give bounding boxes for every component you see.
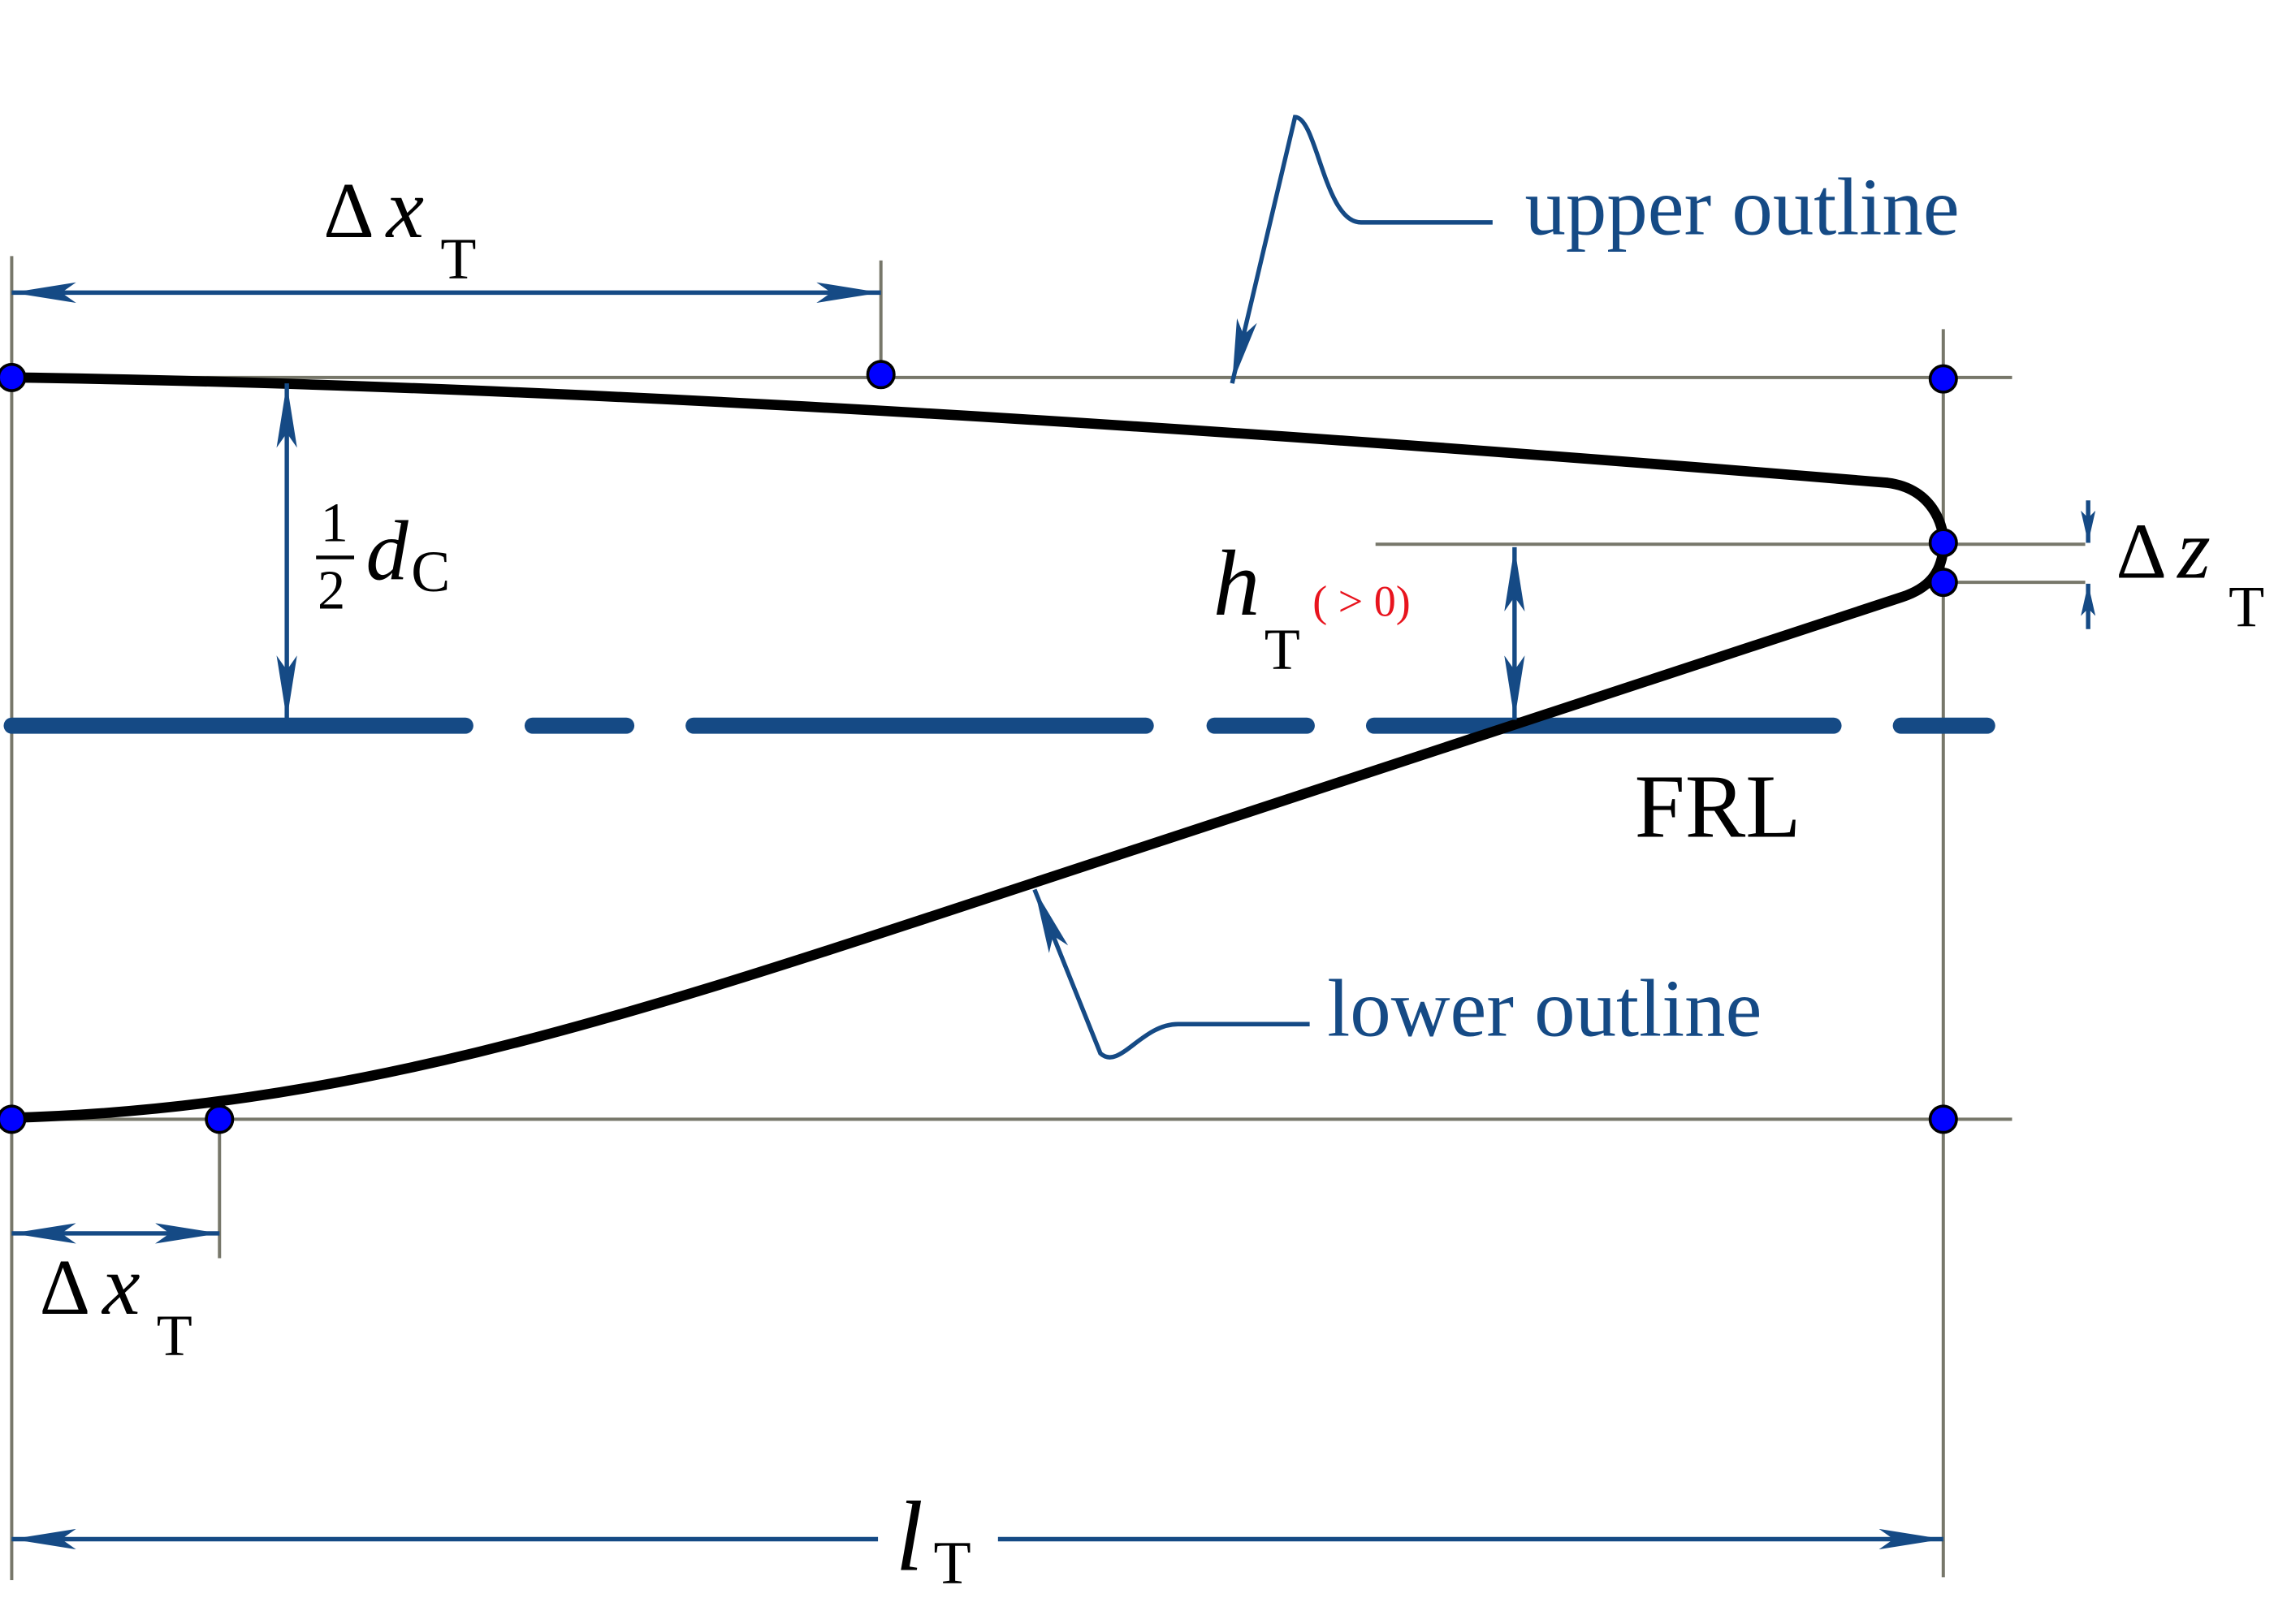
- point-lower-start: [0, 1104, 27, 1134]
- half-dc-sub: C: [411, 539, 450, 604]
- dz-sub: T: [2229, 574, 2264, 639]
- dz-delta: Δ: [2116, 508, 2167, 596]
- point-upper-dx: [866, 360, 896, 390]
- point-tip-upper: [1928, 528, 1958, 558]
- upper-outline-leader: [1230, 114, 1493, 384]
- half-dc-denominator: 2: [318, 559, 345, 621]
- lower-outline-label: lower outline: [1327, 963, 1762, 1054]
- label-dx-top: Δ x T: [323, 162, 476, 291]
- point-tip-lower: [1928, 568, 1958, 598]
- dx-bottom-sub: T: [157, 1302, 192, 1367]
- label-lt: l T: [896, 1481, 971, 1596]
- ht-var: h: [1213, 531, 1260, 635]
- ht-condition-note: ( > 0): [1312, 577, 1411, 626]
- lower-outline-leader: [1032, 888, 1310, 1060]
- frl-label: FRL: [1635, 757, 1801, 857]
- dx-top-delta: Δ: [323, 167, 374, 255]
- dx-bottom-var: x: [101, 1238, 140, 1332]
- dx-bottom-delta: Δ: [40, 1244, 91, 1332]
- control-points: [0, 360, 1958, 1134]
- lt-var: l: [896, 1481, 923, 1592]
- point-lower-end: [1928, 1104, 1958, 1134]
- label-dx-bottom: Δ x T: [40, 1238, 192, 1367]
- point-lower-dx: [205, 1104, 235, 1134]
- label-ht: h T ( > 0): [1213, 531, 1411, 682]
- tail-outline: [11, 372, 1949, 1123]
- lt-sub: T: [934, 1530, 971, 1597]
- upper-outline-label: upper outline: [1524, 161, 1959, 252]
- label-dz: Δ z T: [2116, 503, 2264, 639]
- point-upper-start: [0, 362, 27, 392]
- ht-sub: T: [1265, 616, 1300, 681]
- dx-top-var: x: [385, 162, 424, 256]
- point-upper-end: [1928, 364, 1958, 394]
- dz-var: z: [2176, 503, 2211, 597]
- guide-lines: [10, 256, 2086, 1580]
- dx-top-sub: T: [440, 226, 476, 291]
- half-dc-var: d: [365, 504, 409, 598]
- label-half-dc: 1 2 d C: [316, 492, 450, 621]
- half-dc-numerator: 1: [321, 492, 348, 554]
- dimension-lines: [11, 282, 2096, 1550]
